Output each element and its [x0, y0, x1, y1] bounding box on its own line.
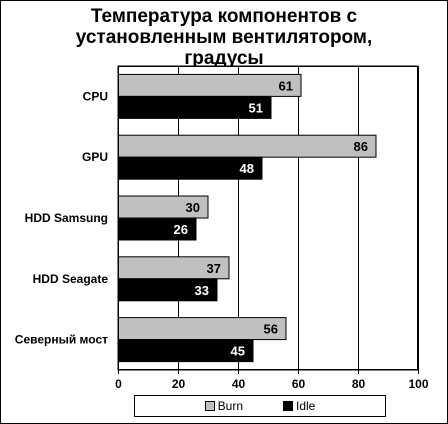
- data-label-burn: 56: [264, 322, 278, 337]
- bar-burn-1: [117, 134, 377, 158]
- category-label: HDD Samsung: [25, 211, 108, 225]
- category-label: Северный мост: [15, 333, 108, 347]
- x-tick-label: 20: [172, 377, 186, 391]
- data-label-burn: 37: [207, 261, 221, 276]
- legend-item-idle: Idle: [283, 399, 315, 413]
- legend-label-idle: Idle: [296, 399, 316, 413]
- legend-item-burn: Burn: [204, 399, 243, 413]
- category-label: CPU: [83, 89, 108, 103]
- data-label-idle: 33: [195, 283, 209, 298]
- x-tick-label: 0: [115, 377, 122, 391]
- data-label-burn: 61: [279, 78, 293, 93]
- chart-title-line-3: градусы: [184, 48, 264, 69]
- legend-swatch-idle: [283, 401, 293, 411]
- plot-border: [118, 66, 418, 370]
- x-tick-label: 60: [292, 377, 306, 391]
- legend-label-burn: Burn: [217, 399, 243, 413]
- chart-legend: Burn Idle: [134, 395, 386, 417]
- x-tick-label: 40: [232, 377, 246, 391]
- legend-swatch-burn: [204, 401, 215, 411]
- chart-title: Температура компонентов с установленным …: [0, 6, 448, 69]
- bar-burn-4: [117, 317, 287, 341]
- data-label-idle: 26: [174, 222, 188, 237]
- data-label-burn: 86: [354, 139, 368, 154]
- category-label: HDD Seagate: [33, 272, 109, 286]
- chart-title-line-2: установленным вентилятором,: [75, 27, 373, 48]
- bar-burn-0: [117, 73, 302, 97]
- data-label-idle: 45: [231, 344, 245, 359]
- chart-title-line-1: Температура компонентов с: [90, 6, 358, 27]
- data-label-burn: 30: [186, 200, 200, 215]
- category-label: GPU: [82, 150, 108, 164]
- data-label-idle: 48: [240, 161, 254, 176]
- x-tick-label: 80: [352, 377, 366, 391]
- data-label-idle: 51: [249, 100, 263, 115]
- x-tick-label: 100: [408, 377, 428, 391]
